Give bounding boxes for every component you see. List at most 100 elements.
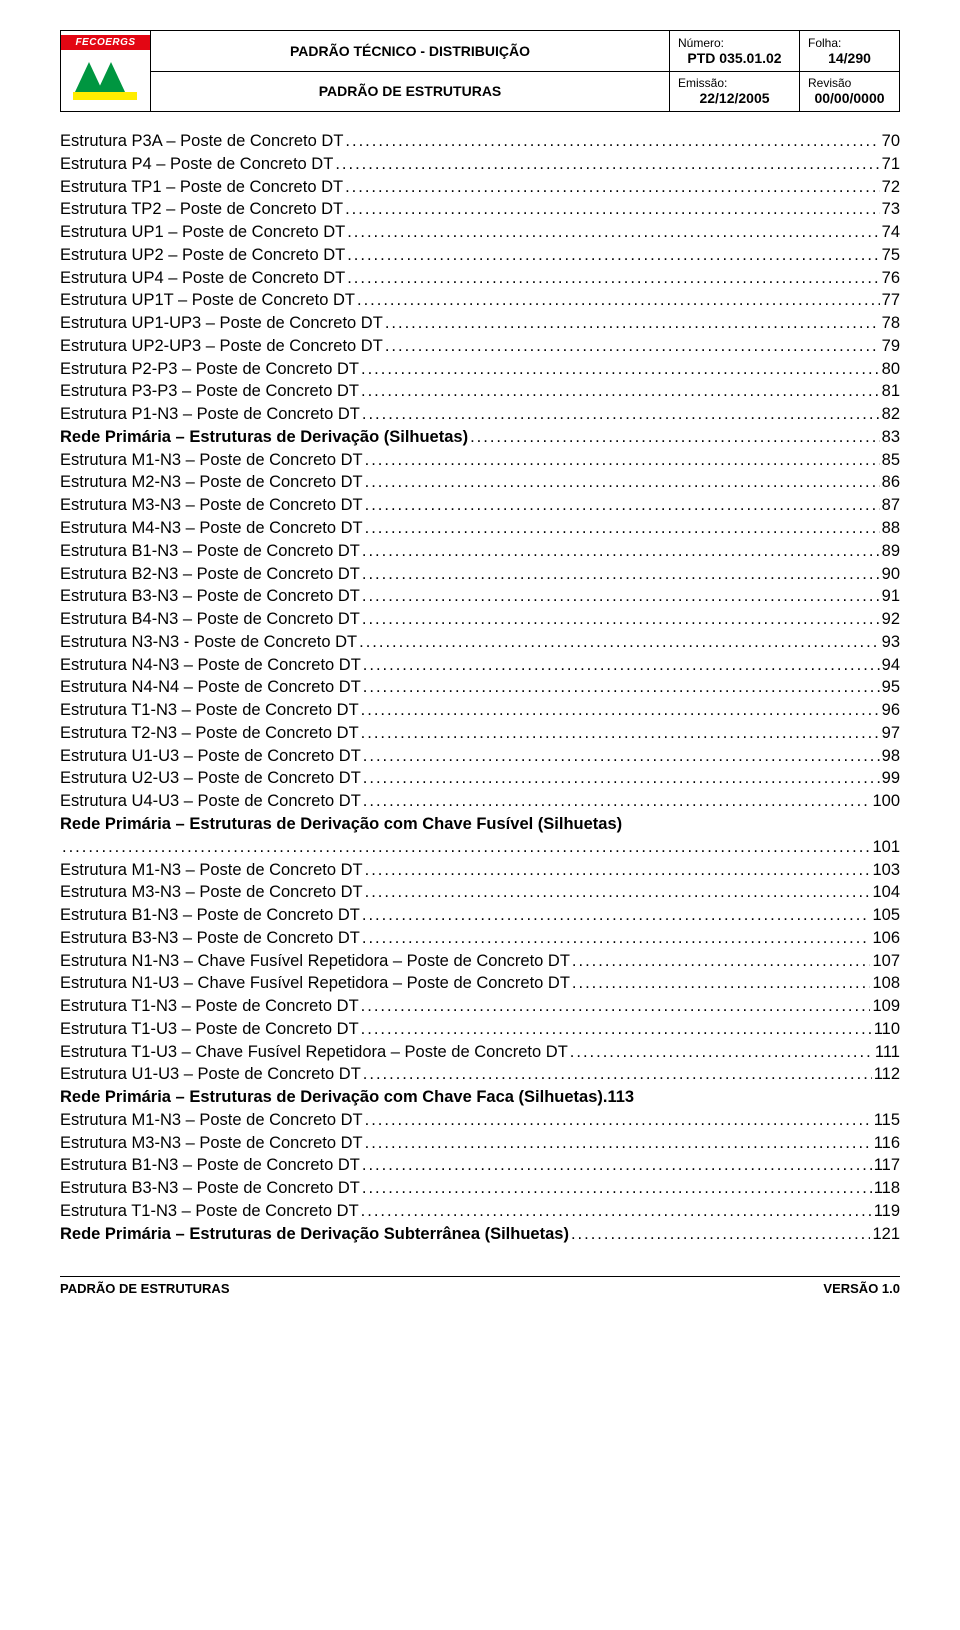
toc-dots bbox=[365, 881, 871, 904]
toc-dots bbox=[363, 676, 880, 699]
toc-title: Estrutura UP4 – Poste de Concreto DT bbox=[60, 267, 345, 290]
header-table: FECOERGS PADRÃO TÉCNICO - DISTRIBUIÇÃO N… bbox=[60, 30, 900, 112]
toc-entry: Estrutura UP2-UP3 – Poste de Concreto DT… bbox=[60, 335, 900, 358]
toc-entry: Estrutura B2-N3 – Poste de Concreto DT 90 bbox=[60, 563, 900, 586]
revisao-cell: Revisão 00/00/0000 bbox=[800, 71, 900, 112]
toc: Estrutura P3A – Poste de Concreto DT70Es… bbox=[60, 130, 900, 1246]
toc-page: 94 bbox=[882, 654, 900, 677]
toc-title: Estrutura B1-N3 – Poste de Concreto DT bbox=[60, 540, 360, 563]
toc-entry: Estrutura B1-N3 – Poste de Concreto DT89 bbox=[60, 540, 900, 563]
toc-page: 73 bbox=[882, 198, 900, 221]
toc-page: 85 bbox=[882, 449, 900, 472]
emissao-label: Emissão: bbox=[678, 76, 791, 90]
toc-dots bbox=[362, 540, 880, 563]
toc-entry: Estrutura U1-U3 – Poste de Concreto DT 11… bbox=[60, 1063, 900, 1086]
toc-title: Estrutura M3-N3 – Poste de Concreto DT bbox=[60, 1132, 363, 1155]
toc-dots bbox=[362, 1154, 872, 1177]
toc-page: 103 bbox=[872, 859, 900, 882]
toc-dots bbox=[385, 312, 880, 335]
toc-dots bbox=[470, 426, 880, 449]
toc-entry: Rede Primária – Estruturas de Derivação … bbox=[60, 1223, 900, 1246]
toc-dots bbox=[363, 767, 880, 790]
toc-page: 72 bbox=[882, 176, 900, 199]
toc-entry: Estrutura B3-N3 – Poste de Concreto DT11… bbox=[60, 1177, 900, 1200]
toc-entry: Estrutura N3-N3 - Poste de Concreto DT93 bbox=[60, 631, 900, 654]
toc-dots bbox=[365, 494, 880, 517]
toc-entry: Estrutura UP1-UP3 – Poste de Concreto DT… bbox=[60, 312, 900, 335]
footer: PADRÃO DE ESTRUTURAS VERSÃO 1.0 bbox=[60, 1276, 900, 1296]
toc-dots bbox=[347, 244, 879, 267]
toc-entry: Estrutura TP1 – Poste de Concreto DT 72 bbox=[60, 176, 900, 199]
toc-title: Estrutura M2-N3 – Poste de Concreto DT bbox=[60, 471, 363, 494]
toc-dots bbox=[365, 1132, 872, 1155]
toc-title: Rede Primária – Estruturas de Derivação … bbox=[60, 1223, 569, 1246]
toc-entry: Estrutura N1-N3 – Chave Fusível Repetido… bbox=[60, 950, 900, 973]
logo-text: FECOERGS bbox=[61, 35, 150, 50]
toc-entry: Estrutura T2-N3 – Poste de Concreto DT97 bbox=[60, 722, 900, 745]
numero-label: Número: bbox=[678, 36, 791, 50]
toc-page: 112 bbox=[874, 1063, 900, 1086]
toc-entry: Estrutura P4 – Poste de Concreto DT71 bbox=[60, 153, 900, 176]
toc-page: 105 bbox=[872, 904, 900, 927]
toc-title: Estrutura U1-U3 – Poste de Concreto DT bbox=[60, 1063, 361, 1086]
toc-page: 79 bbox=[882, 335, 900, 358]
revisao-label: Revisão bbox=[808, 76, 891, 90]
toc-page: 82 bbox=[882, 403, 900, 426]
toc-dots bbox=[361, 1018, 872, 1041]
toc-dots bbox=[365, 517, 880, 540]
toc-page: 75 bbox=[882, 244, 900, 267]
toc-title: Estrutura N1-N3 – Chave Fusível Repetido… bbox=[60, 950, 570, 973]
toc-page: 119 bbox=[874, 1200, 900, 1223]
toc-entry: Estrutura M3-N3 – Poste de Concreto DT10… bbox=[60, 881, 900, 904]
toc-page: 80 bbox=[882, 358, 900, 381]
toc-entry: Estrutura T1-N3 – Poste de Concreto DT10… bbox=[60, 995, 900, 1018]
logo-triangles-icon bbox=[61, 50, 150, 108]
toc-dots bbox=[361, 995, 871, 1018]
page: FECOERGS PADRÃO TÉCNICO - DISTRIBUIÇÃO N… bbox=[0, 0, 960, 1326]
toc-dots bbox=[335, 153, 879, 176]
toc-dots bbox=[357, 289, 880, 312]
toc-page: 93 bbox=[882, 631, 900, 654]
toc-page: 100 bbox=[872, 790, 900, 813]
toc-title: Estrutura P2-P3 – Poste de Concreto DT bbox=[60, 358, 359, 381]
toc-page: 90 bbox=[882, 563, 900, 586]
toc-title: Estrutura B2-N3 – Poste de Concreto DT bbox=[60, 563, 360, 586]
toc-title: Estrutura U1-U3 – Poste de Concreto DT bbox=[60, 745, 361, 768]
folha-cell: Folha: 14/290 bbox=[800, 31, 900, 72]
toc-entry: Estrutura M2-N3 – Poste de Concreto DT86 bbox=[60, 471, 900, 494]
toc-title: Estrutura U4-U3 – Poste de Concreto DT bbox=[60, 790, 361, 813]
footer-left: PADRÃO DE ESTRUTURAS bbox=[60, 1281, 230, 1296]
toc-dots bbox=[363, 745, 880, 768]
toc-title: Estrutura P3A – Poste de Concreto DT bbox=[60, 130, 343, 153]
toc-title: Estrutura B3-N3 – Poste de Concreto DT bbox=[60, 927, 360, 950]
toc-page: .113 bbox=[603, 1086, 634, 1109]
toc-page: 104 bbox=[872, 881, 900, 904]
toc-title: Estrutura P4 – Poste de Concreto DT bbox=[60, 153, 333, 176]
toc-page: 116 bbox=[874, 1132, 900, 1155]
toc-entry: Estrutura TP2 – Poste de Concreto DT73 bbox=[60, 198, 900, 221]
toc-dots bbox=[362, 927, 871, 950]
toc-entry: Rede Primária – Estruturas de Derivação … bbox=[60, 426, 900, 449]
toc-dots bbox=[570, 1041, 873, 1064]
toc-title: Estrutura UP1 – Poste de Concreto DT bbox=[60, 221, 345, 244]
toc-dots bbox=[572, 972, 871, 995]
toc-entry: Estrutura M1-N3 – Poste de Concreto DT11… bbox=[60, 1109, 900, 1132]
toc-page: 76 bbox=[882, 267, 900, 290]
toc-title: Estrutura M1-N3 – Poste de Concreto DT bbox=[60, 859, 363, 882]
toc-page: 92 bbox=[882, 608, 900, 631]
toc-title: Estrutura N1-U3 – Chave Fusível Repetido… bbox=[60, 972, 570, 995]
toc-entry: Estrutura N4-N4 – Poste de Concreto DT95 bbox=[60, 676, 900, 699]
toc-dots bbox=[345, 130, 879, 153]
toc-title: Estrutura TP1 – Poste de Concreto DT bbox=[60, 176, 343, 199]
toc-page: 108 bbox=[872, 972, 900, 995]
toc-title: Estrutura UP2 – Poste de Concreto DT bbox=[60, 244, 345, 267]
toc-page: 70 bbox=[882, 130, 900, 153]
toc-title: Estrutura M1-N3 – Poste de Concreto DT bbox=[60, 449, 363, 472]
toc-entry: Estrutura N1-U3 – Chave Fusível Repetido… bbox=[60, 972, 900, 995]
toc-title: Estrutura B1-N3 – Poste de Concreto DT bbox=[60, 1154, 360, 1177]
numero-val: PTD 035.01.02 bbox=[678, 50, 791, 66]
toc-title: Estrutura UP1T – Poste de Concreto DT bbox=[60, 289, 355, 312]
toc-page: 83 bbox=[882, 426, 900, 449]
toc-dots bbox=[362, 563, 880, 586]
toc-entry: Estrutura UP1 – Poste de Concreto DT74 bbox=[60, 221, 900, 244]
